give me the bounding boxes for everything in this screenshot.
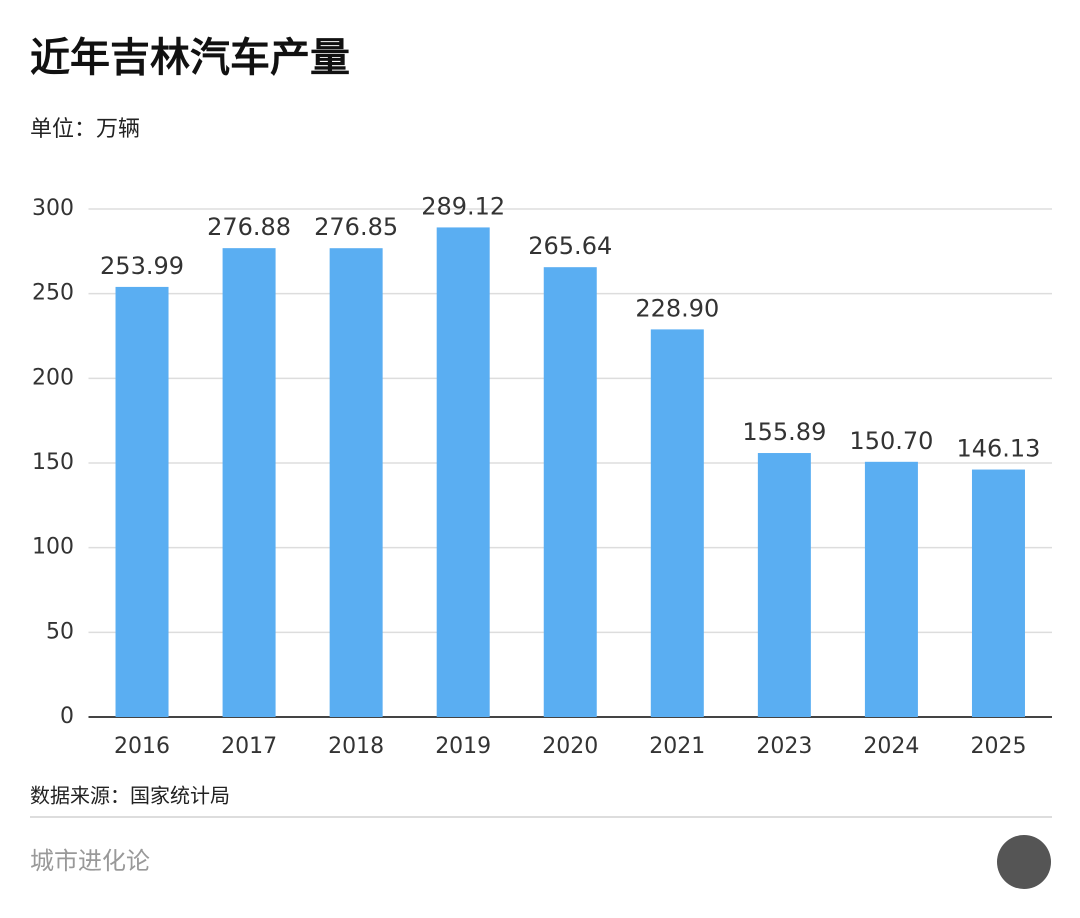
value-label: 253.99 — [100, 252, 184, 280]
value-label: 265.64 — [528, 232, 612, 260]
y-tick-label: 250 — [32, 281, 74, 306]
y-tick-label: 150 — [32, 450, 74, 475]
bar — [222, 248, 276, 717]
x-tick-label: 2023 — [756, 734, 812, 759]
y-tick-label: 200 — [32, 365, 74, 390]
x-tick-label: 2020 — [542, 734, 598, 759]
bar — [650, 329, 704, 717]
x-tick-label: 2017 — [221, 734, 277, 759]
x-tick-label: 2021 — [649, 734, 705, 759]
x-tick-label: 2024 — [863, 734, 919, 759]
bar — [329, 248, 383, 717]
source: 数据来源：国家统计局 — [30, 784, 230, 808]
x-tick-label: 2016 — [114, 734, 170, 759]
bar — [543, 267, 597, 717]
bar — [757, 453, 811, 717]
value-label: 146.13 — [956, 435, 1040, 463]
bar — [971, 469, 1025, 717]
value-label: 276.88 — [207, 213, 291, 241]
value-label: 150.70 — [849, 427, 933, 455]
value-label: 228.90 — [635, 294, 719, 322]
value-label: 276.85 — [314, 213, 398, 241]
value-label: 155.89 — [742, 418, 826, 446]
y-tick-label: 100 — [32, 535, 74, 560]
footer-brand: 城市进化论 — [30, 847, 150, 875]
chart-title: 近年吉林汽车产量 — [30, 35, 350, 81]
logo — [997, 835, 1051, 889]
bar — [115, 286, 169, 717]
x-tick-label: 2025 — [970, 734, 1026, 759]
value-label: 289.12 — [421, 192, 505, 220]
bar — [864, 461, 918, 717]
y-tick-label: 0 — [60, 704, 74, 729]
y-tick-label: 300 — [32, 196, 74, 221]
unit-label: 单位：万辆 — [30, 117, 140, 142]
bar — [436, 227, 490, 717]
x-tick-label: 2018 — [328, 734, 384, 759]
y-tick-label: 50 — [46, 619, 74, 644]
x-tick-label: 2019 — [435, 734, 491, 759]
